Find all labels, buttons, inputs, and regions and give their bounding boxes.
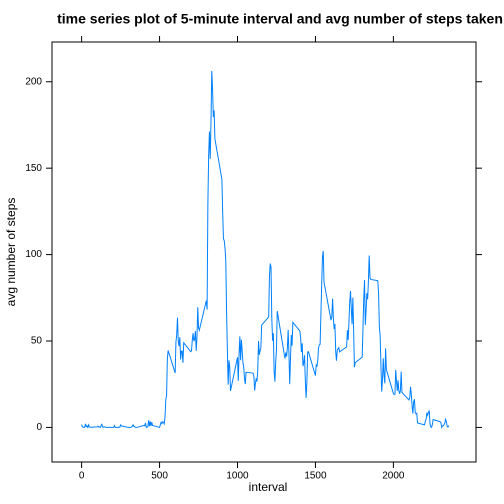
y-axis-label: avg number of steps bbox=[4, 198, 18, 307]
y-tick-label: 100 bbox=[25, 249, 42, 260]
x-tick-label: 2000 bbox=[382, 471, 405, 482]
plot-frame bbox=[51, 41, 477, 463]
y-tick-label: 150 bbox=[25, 163, 42, 174]
x-tick-label: 1000 bbox=[226, 471, 249, 482]
x-tick-label: 0 bbox=[79, 471, 85, 482]
y-tick-label: 50 bbox=[31, 336, 43, 347]
x-tick-label: 1500 bbox=[304, 471, 327, 482]
data-line bbox=[81, 71, 450, 429]
x-axis-label: interval bbox=[249, 480, 288, 494]
x-tick-label: 500 bbox=[151, 471, 168, 482]
y-tick-label: 200 bbox=[25, 76, 42, 87]
chart-title: time series plot of 5-minute interval an… bbox=[57, 11, 503, 27]
y-tick-label: 0 bbox=[36, 422, 42, 433]
